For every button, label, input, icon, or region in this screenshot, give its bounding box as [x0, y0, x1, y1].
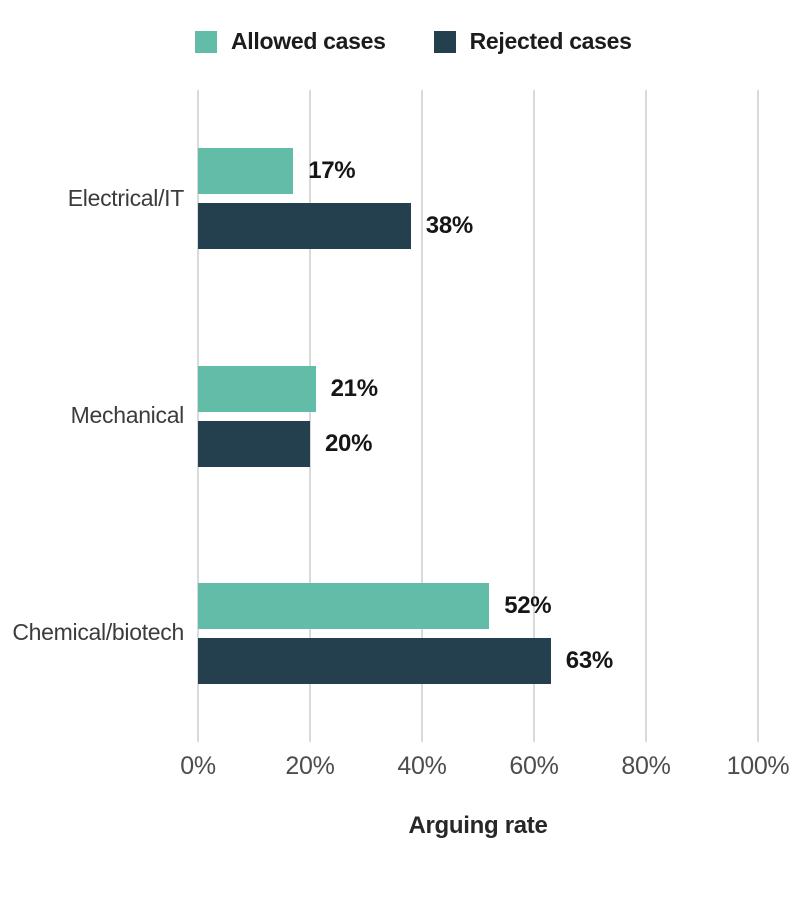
x-tick-label: 80% [621, 752, 671, 780]
x-axis-title: Arguing rate [408, 812, 548, 839]
bar-rejected-cases-3 [198, 637, 551, 684]
legend-label-allowed: Allowed cases [231, 28, 386, 54]
rejected-swatch-icon [433, 30, 456, 53]
category-label: Chemical/biotech [12, 619, 184, 646]
value-label: 21% [330, 374, 378, 402]
gridline [309, 90, 311, 742]
gridline [645, 90, 647, 742]
x-tick-label: 60% [509, 752, 559, 780]
bar-allowed-cases-3 [198, 582, 490, 629]
x-tick-label: 40% [397, 752, 447, 780]
gridline [757, 90, 759, 742]
bar-rejected-cases-2 [198, 420, 310, 467]
legend-label-rejected: Rejected cases [469, 28, 632, 54]
x-tick-label: 0% [180, 752, 216, 780]
gridline [533, 90, 535, 742]
bar-allowed-cases-1 [198, 148, 294, 195]
value-label: 52% [504, 591, 552, 619]
gridline [421, 90, 423, 742]
allowed-swatch-icon [195, 30, 217, 53]
bar-rejected-cases-1 [198, 203, 411, 250]
category-axis: Electrical/IT Mechanical Chemical/biotech [0, 90, 184, 742]
legend-item-allowed: Allowed cases [195, 28, 386, 55]
value-label: 38% [425, 212, 473, 240]
value-label: 63% [565, 646, 613, 674]
gridline [197, 90, 199, 742]
category-label: Mechanical [70, 402, 185, 428]
x-tick-label: 100% [726, 752, 790, 780]
x-axis-ticks: 0% 20% 40% 60% 80% 100% [0, 752, 800, 782]
value-label: 20% [325, 429, 373, 457]
plot-area: 17% 38% 21% 20% 52% 63% [197, 90, 759, 742]
bar-allowed-cases-2 [198, 365, 316, 412]
x-tick-label: 20% [285, 752, 335, 780]
category-label: Electrical/IT [67, 184, 185, 211]
chart-legend: Allowed cases Rejected cases [195, 28, 632, 55]
legend-item-rejected: Rejected cases [433, 28, 632, 55]
value-label: 17% [308, 157, 356, 185]
